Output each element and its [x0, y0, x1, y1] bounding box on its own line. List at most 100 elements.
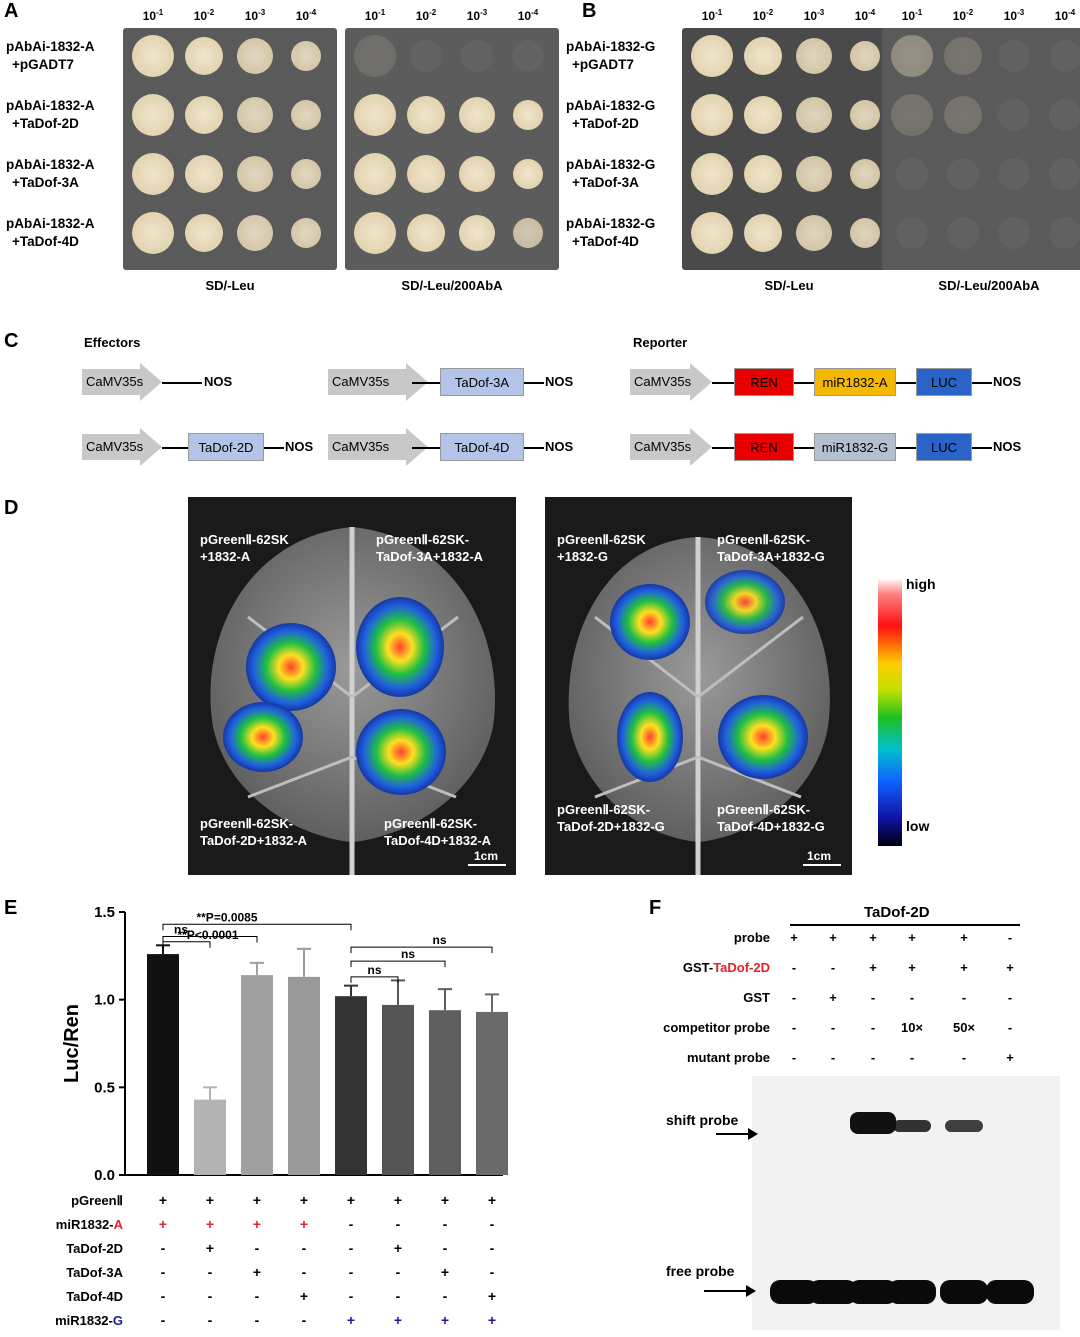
luminescence-spot — [718, 695, 808, 779]
connector-line — [794, 382, 814, 384]
treatment-mark: - — [396, 1216, 401, 1232]
row-label: miR1832-A — [56, 1217, 124, 1232]
promoter-arrow: CaMV35s — [630, 428, 712, 466]
significance-label: ns — [367, 963, 381, 977]
luminescence-spot — [223, 702, 303, 772]
significance-bracket — [350, 946, 493, 954]
leaf-left-graphic — [210, 527, 506, 875]
yeast-colony — [185, 37, 223, 75]
ren-box: REN — [734, 433, 794, 461]
row-label: TaDof-3A — [66, 1265, 123, 1280]
emsa-mark: + — [960, 960, 968, 975]
connector-line — [524, 382, 544, 384]
emsa-row-label-text: GST — [743, 990, 770, 1005]
leaf-label: pGreenⅡ-62SK- — [557, 802, 651, 817]
terminator-label: NOS — [285, 439, 314, 454]
panel-label-a: A — [4, 0, 19, 22]
free-probe-band — [940, 1280, 988, 1304]
arrow-body — [328, 369, 406, 395]
strain-name: pAbAi-1832-G — [566, 98, 656, 113]
strain-construct: +pGADT7 — [12, 57, 74, 72]
yeast-colony — [459, 97, 495, 133]
leaf-label: TaDof-3A+1832-G — [717, 549, 825, 564]
emsa-mark: + — [829, 930, 837, 945]
row-label: TaDof-4D — [66, 1289, 123, 1304]
ren-box: REN — [734, 368, 794, 396]
free-probe-band — [986, 1280, 1034, 1304]
treatment-mark: - — [349, 1216, 354, 1232]
emsa-row-label-text: competitor probe — [663, 1020, 770, 1035]
connector-line — [972, 447, 992, 449]
free-probe-arrow — [704, 1290, 748, 1292]
dilution-label: 10-1 — [364, 8, 386, 23]
strain-label: pAbAi-1832-A +TaDof-3A — [6, 156, 95, 192]
strain-name: pAbAi-1832-A — [6, 216, 95, 231]
yeast-colony — [744, 96, 782, 134]
emsa-mark: - — [830, 960, 836, 975]
connector-line — [524, 447, 544, 449]
emsa-mark: - — [961, 1050, 967, 1065]
shift-probe-arrow — [716, 1133, 750, 1135]
yeast-colony — [944, 37, 982, 75]
dilution-label: 10-2 — [752, 8, 774, 23]
terminator-label: NOS — [545, 374, 574, 389]
yeast-colony — [132, 94, 174, 136]
treatment-mark: - — [161, 1288, 166, 1304]
emsa-row-label: competitor probe — [560, 1020, 770, 1035]
leaf-label: TaDof-4D+1832-G — [717, 819, 825, 834]
leaf-label: pGreenⅡ-62SK- — [200, 816, 294, 831]
yeast-colony — [132, 212, 174, 254]
significance-label: ns — [401, 947, 415, 961]
row-label-text: miR1832- — [55, 1313, 113, 1328]
strain-construct: +TaDof-3A — [12, 175, 79, 190]
emsa-mark: - — [909, 990, 915, 1005]
treatment-mark: + — [347, 1192, 355, 1208]
luminescence-spot — [610, 584, 690, 660]
strain-label: pAbAi-1832-A +TaDof-2D — [6, 97, 95, 133]
leaf-label: TaDof-4D+1832-A — [384, 833, 492, 848]
treatment-mark: - — [161, 1312, 166, 1328]
connector-line — [412, 447, 440, 449]
yeast-colony — [796, 215, 832, 251]
emsa-mark: - — [830, 1020, 836, 1035]
bar — [476, 1011, 508, 1175]
promoter-label: CaMV35s — [332, 439, 390, 454]
emsa-title: TaDof-2D — [864, 904, 930, 921]
free-probe-band — [888, 1280, 936, 1304]
bar — [194, 1099, 226, 1175]
gene-box-tadof-3a: TaDof-3A — [440, 368, 524, 396]
faint-spot — [947, 158, 979, 190]
treatment-mark: - — [208, 1288, 213, 1304]
leaf-label: pGreenⅡ-62SK — [200, 532, 289, 547]
panel-label-c: C — [4, 330, 19, 352]
yeast-colony — [744, 214, 782, 252]
panel-label-d: D — [4, 497, 19, 519]
yeast-colony — [891, 35, 933, 77]
treatment-mark: + — [441, 1192, 449, 1208]
leaf-label: pGreenⅡ-62SK — [557, 532, 646, 547]
yeast-colony — [691, 94, 733, 136]
treatment-mark: + — [159, 1192, 167, 1208]
row-label-accent: A — [114, 1217, 124, 1232]
connector-line — [162, 382, 202, 384]
treatment-mark: - — [161, 1264, 166, 1280]
yeast-colony — [185, 96, 223, 134]
strain-name: pAbAi-1832-G — [566, 39, 656, 54]
panel-label-b: B — [582, 0, 597, 22]
faint-spot — [896, 158, 928, 190]
shift-band — [893, 1120, 931, 1132]
yeast-colony — [744, 155, 782, 193]
yeast-colony — [459, 215, 495, 251]
faint-spot — [998, 40, 1030, 72]
terminator-label: NOS — [204, 374, 233, 389]
dilution-label: 10-2 — [193, 8, 215, 23]
faint-spot — [896, 217, 928, 249]
emsa-mark: - — [1007, 990, 1013, 1005]
strain-name: pAbAi-1832-G — [566, 157, 656, 172]
promoter-label: CaMV35s — [86, 439, 144, 454]
luminescence-spot — [356, 709, 446, 795]
emsa-mark: - — [870, 1050, 876, 1065]
strain-label: pAbAi-1832-G +TaDof-4D — [566, 215, 655, 251]
significance-bracket — [162, 936, 258, 943]
colorbar — [878, 578, 902, 846]
